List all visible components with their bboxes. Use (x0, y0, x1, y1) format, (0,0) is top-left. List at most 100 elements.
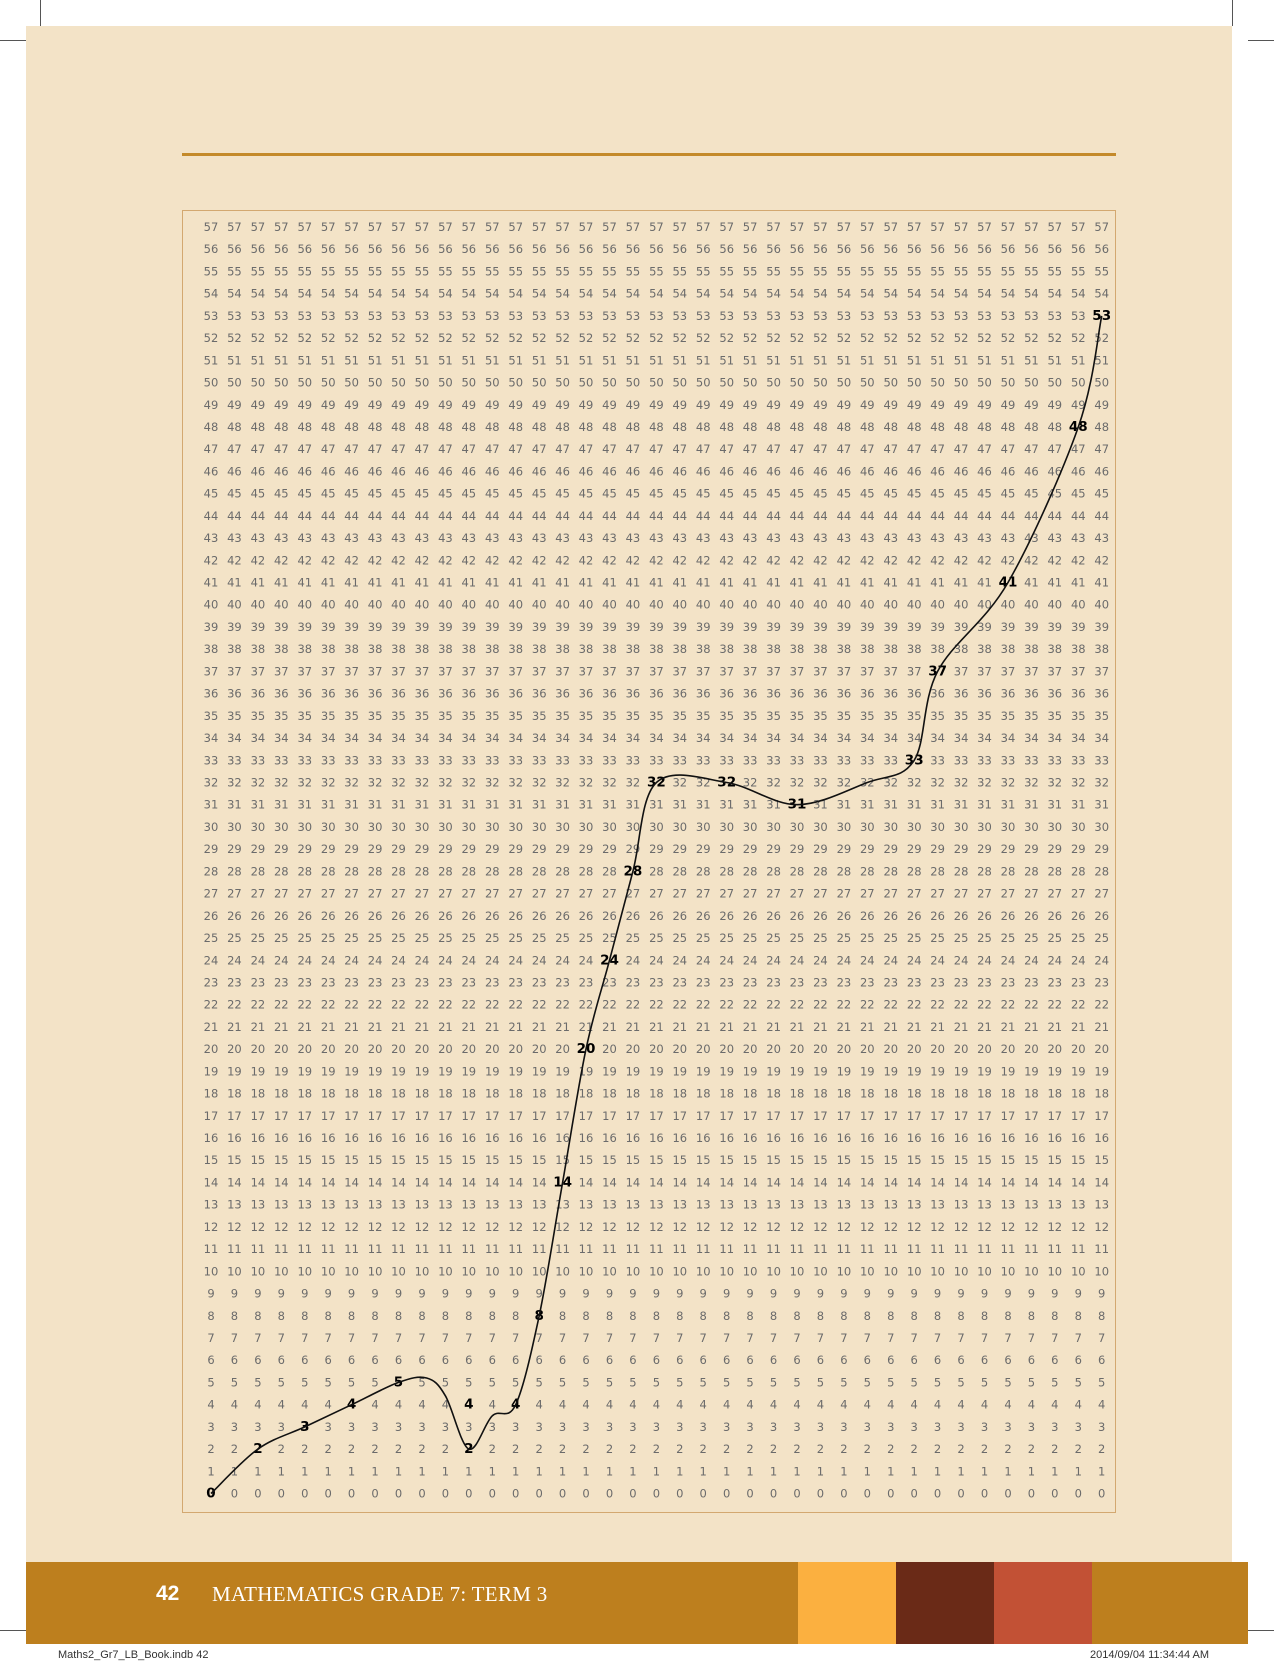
grid-number: 53 (649, 309, 664, 323)
grid-number: 51 (883, 353, 898, 367)
grid-number: 32 (743, 776, 758, 790)
grid-number: 48 (579, 420, 594, 434)
grid-number: 34 (227, 731, 242, 745)
grid-number: 53 (368, 309, 383, 323)
grid-number: 31 (626, 798, 641, 812)
grid-number: 30 (602, 820, 617, 834)
grid-number: 56 (696, 242, 711, 256)
grid-number: 10 (344, 1264, 359, 1278)
grid-number: 39 (532, 620, 547, 634)
grid-number: 1 (348, 1464, 355, 1478)
grid-number: 32 (766, 776, 781, 790)
grid-number: 11 (415, 1242, 430, 1256)
grid-number: 12 (743, 1220, 758, 1234)
grid-number: 54 (461, 287, 476, 301)
grid-number: 32 (368, 776, 383, 790)
grid-number: 26 (227, 909, 242, 923)
grid-number: 11 (555, 1242, 570, 1256)
grid-number: 26 (274, 909, 289, 923)
grid-number: 37 (1024, 664, 1039, 678)
grid-number: 25 (415, 931, 430, 945)
grid-number: 24 (672, 953, 687, 967)
grid-number: 46 (696, 464, 711, 478)
grid-number: 0 (348, 1487, 355, 1501)
grid-number: 21 (415, 1020, 430, 1034)
grid-number: 50 (860, 376, 875, 390)
grid-number: 46 (860, 464, 875, 478)
grid-number: 19 (251, 1064, 266, 1078)
grid-number: 28 (227, 864, 242, 878)
grid-number: 35 (415, 709, 430, 723)
grid-number: 18 (297, 1087, 312, 1101)
grid-number: 11 (790, 1242, 805, 1256)
grid-number: 3 (207, 1420, 214, 1434)
grid-number: 13 (415, 1198, 430, 1212)
grid-number: 9 (348, 1287, 355, 1301)
grid-number: 17 (1024, 1109, 1039, 1123)
grid-number: 17 (251, 1109, 266, 1123)
grid-number: 8 (864, 1309, 871, 1323)
grid-number: 18 (532, 1087, 547, 1101)
grid-number: 32 (954, 776, 969, 790)
grid-number: 16 (485, 1131, 500, 1145)
grid-number: 6 (934, 1353, 941, 1367)
grid-number: 57 (743, 220, 758, 234)
grid-number: 41 (438, 576, 453, 590)
grid-number: 28 (532, 864, 547, 878)
grid-number: 37 (508, 664, 523, 678)
grid-number: 52 (719, 331, 734, 345)
grid-number: 31 (204, 798, 219, 812)
grid-number: 27 (907, 887, 922, 901)
grid-number: 49 (1001, 398, 1016, 412)
grid-number: 2 (278, 1442, 285, 1456)
grid-number: 49 (227, 398, 242, 412)
grid-number: 54 (532, 287, 547, 301)
grid-number: 25 (508, 931, 523, 945)
grid-number: 55 (391, 264, 406, 278)
grid-number: 46 (790, 464, 805, 478)
grid-number: 9 (817, 1287, 824, 1301)
grid-number: 0 (723, 1487, 730, 1501)
grid-number: 32 (907, 776, 922, 790)
grid-number: 17 (227, 1109, 242, 1123)
grid-number: 31 (368, 798, 383, 812)
top-rule (182, 153, 1116, 156)
grid-number: 33 (954, 753, 969, 767)
grid-number: 26 (532, 909, 547, 923)
grid-number: 28 (485, 864, 500, 878)
grid-number: 42 (204, 553, 219, 567)
grid-number: 2 (325, 1442, 332, 1456)
grid-number: 6 (700, 1353, 707, 1367)
grid-number: 19 (1047, 1064, 1062, 1078)
grid-number: 4 (887, 1398, 894, 1412)
grid-number: 38 (579, 642, 594, 656)
grid-number: 38 (883, 642, 898, 656)
grid-number: 17 (368, 1109, 383, 1123)
grid-number: 30 (508, 820, 523, 834)
grid-number: 25 (626, 931, 641, 945)
grid-number: 33 (508, 753, 523, 767)
grid-number: 29 (368, 842, 383, 856)
grid-number: 19 (532, 1064, 547, 1078)
grid-number: 52 (344, 331, 359, 345)
grid-number: 3 (442, 1420, 449, 1434)
grid-number: 53 (626, 309, 641, 323)
grid-number: 24 (391, 953, 406, 967)
grid-number: 23 (766, 976, 781, 990)
grid-number: 28 (930, 864, 945, 878)
grid-number: 46 (1071, 464, 1086, 478)
grid-number: 54 (602, 287, 617, 301)
grid-number: 8 (278, 1309, 285, 1323)
grid-number: 55 (579, 264, 594, 278)
grid-number: 39 (837, 620, 852, 634)
grid-number: 27 (813, 887, 828, 901)
grid-number: 7 (770, 1331, 777, 1345)
grid-number: 42 (579, 553, 594, 567)
grid-number: 7 (231, 1331, 238, 1345)
grid-number: 50 (1071, 376, 1086, 390)
grid-number: 32 (579, 776, 594, 790)
grid-number: 48 (907, 420, 922, 434)
grid-number: 39 (813, 620, 828, 634)
grid-number: 50 (696, 376, 711, 390)
grid-number: 0 (465, 1487, 472, 1501)
